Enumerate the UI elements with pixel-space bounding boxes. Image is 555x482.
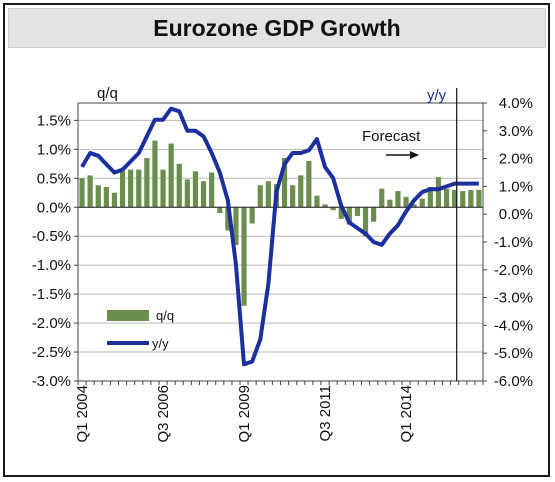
bar-qq bbox=[452, 189, 458, 208]
axes: 1.5% 1.0% 0.5% 0.0% -0.5% -1.0% -1.5% -2.0% -2.5… bbox=[32, 88, 533, 443]
bar-qq bbox=[200, 181, 207, 208]
bar-qq bbox=[136, 169, 142, 208]
bar-qq bbox=[330, 207, 336, 211]
forecast-annotation: Forecast bbox=[362, 128, 421, 145]
left-tick-label: -1.0% bbox=[32, 257, 71, 274]
bar-qq bbox=[217, 207, 223, 214]
bar-qq bbox=[427, 186, 433, 208]
right-tick-label: 2.0% bbox=[499, 151, 533, 168]
bar-qq bbox=[419, 198, 425, 208]
bar-qq bbox=[346, 207, 352, 225]
left-tick-label: 0.5% bbox=[37, 170, 71, 187]
plot-border bbox=[77, 102, 484, 382]
bar-qq bbox=[387, 199, 393, 208]
bar-qq bbox=[209, 172, 215, 208]
bar-qq bbox=[290, 185, 296, 208]
bar-qq bbox=[314, 195, 320, 208]
bar-qq bbox=[152, 140, 158, 208]
bar-qq bbox=[119, 171, 126, 208]
title-bar: Eurozone GDP Growth bbox=[8, 8, 546, 48]
bar-qq bbox=[144, 158, 150, 208]
x-tick-label: Q3 2006 bbox=[155, 385, 172, 443]
bar-qq bbox=[281, 158, 288, 208]
bar-qq bbox=[468, 189, 474, 208]
bar-qq bbox=[192, 171, 199, 208]
right-tick-label: -2.0% bbox=[494, 262, 533, 279]
bar-qq bbox=[379, 188, 385, 208]
bar-qq bbox=[265, 181, 271, 208]
bar-qq bbox=[354, 207, 361, 216]
legend-swatch-qq bbox=[107, 310, 149, 321]
bar-qq bbox=[435, 177, 442, 208]
right-tick-label: 0.0% bbox=[499, 206, 533, 223]
bar-qq bbox=[322, 204, 328, 208]
bar-qq bbox=[87, 175, 93, 208]
bar-qq bbox=[403, 196, 409, 208]
left-tick-label: 0.0% bbox=[37, 199, 71, 216]
bar-qq bbox=[443, 188, 450, 208]
left-tick-label: -1.5% bbox=[32, 286, 71, 303]
bar-qq bbox=[95, 185, 101, 208]
x-tick-label: Q3 2011 bbox=[317, 385, 334, 441]
bar-qq bbox=[128, 169, 134, 208]
x-tick-label: Q1 2014 bbox=[398, 385, 415, 443]
left-tick-label: -2.0% bbox=[32, 315, 71, 332]
bar-qq bbox=[233, 207, 239, 245]
right-tick-label: -3.0% bbox=[494, 290, 533, 307]
x-tick-label: Q1 2009 bbox=[236, 385, 253, 443]
left-tick-label: -2.5% bbox=[32, 344, 71, 361]
bar-qq bbox=[257, 185, 263, 208]
bar-qq bbox=[160, 169, 166, 208]
bar-qq bbox=[103, 186, 109, 208]
chart-frame: Eurozone GDP Growth bbox=[3, 3, 550, 477]
legend: q/q y/y bbox=[107, 308, 174, 351]
right-axis-label: y/y bbox=[427, 87, 447, 104]
bar-qq bbox=[306, 160, 312, 208]
bar-qq bbox=[79, 178, 85, 208]
bar-qq bbox=[476, 189, 482, 208]
bar-qq bbox=[371, 207, 377, 222]
bar-qq bbox=[168, 143, 174, 208]
bar-qq bbox=[338, 207, 344, 219]
line-yy bbox=[80, 106, 479, 367]
bar-qq bbox=[225, 207, 231, 231]
bar-qq bbox=[111, 192, 118, 208]
bar-qq bbox=[249, 207, 255, 224]
chart-title: Eurozone GDP Growth bbox=[153, 14, 401, 41]
right-tick-label: -6.0% bbox=[494, 373, 533, 390]
line-series-yy bbox=[80, 106, 479, 367]
bar-qq bbox=[460, 191, 466, 208]
left-tick-label: 1.5% bbox=[37, 112, 71, 129]
bar-qq bbox=[241, 207, 247, 306]
bar-qq bbox=[411, 204, 417, 208]
right-tick-label: -4.0% bbox=[494, 317, 533, 334]
x-tick-label: Q1 2004 bbox=[74, 385, 91, 443]
bar-qq bbox=[362, 207, 369, 237]
left-tick-label: -3.0% bbox=[32, 373, 71, 390]
left-tick-label: -0.5% bbox=[32, 228, 71, 245]
legend-label-qq: q/q bbox=[156, 308, 174, 323]
bar-qq bbox=[176, 163, 182, 208]
right-tick-label: -5.0% bbox=[494, 345, 533, 362]
right-tick-label: 1.0% bbox=[499, 178, 533, 195]
left-axis-label: q/q bbox=[97, 85, 118, 102]
bar-qq bbox=[184, 179, 190, 208]
left-tick-label: 1.0% bbox=[37, 141, 71, 158]
bar-series-qq bbox=[79, 140, 482, 306]
right-tick-label: 4.0% bbox=[499, 95, 533, 112]
bar-qq bbox=[298, 175, 304, 208]
labels: q/q y/y Forecast bbox=[97, 85, 447, 145]
right-tick-label: -1.0% bbox=[494, 234, 533, 251]
bar-qq bbox=[395, 191, 401, 208]
legend-label-yy: y/y bbox=[152, 336, 169, 351]
right-tick-label: 3.0% bbox=[499, 123, 533, 140]
forecast-arrow-icon bbox=[386, 151, 419, 159]
